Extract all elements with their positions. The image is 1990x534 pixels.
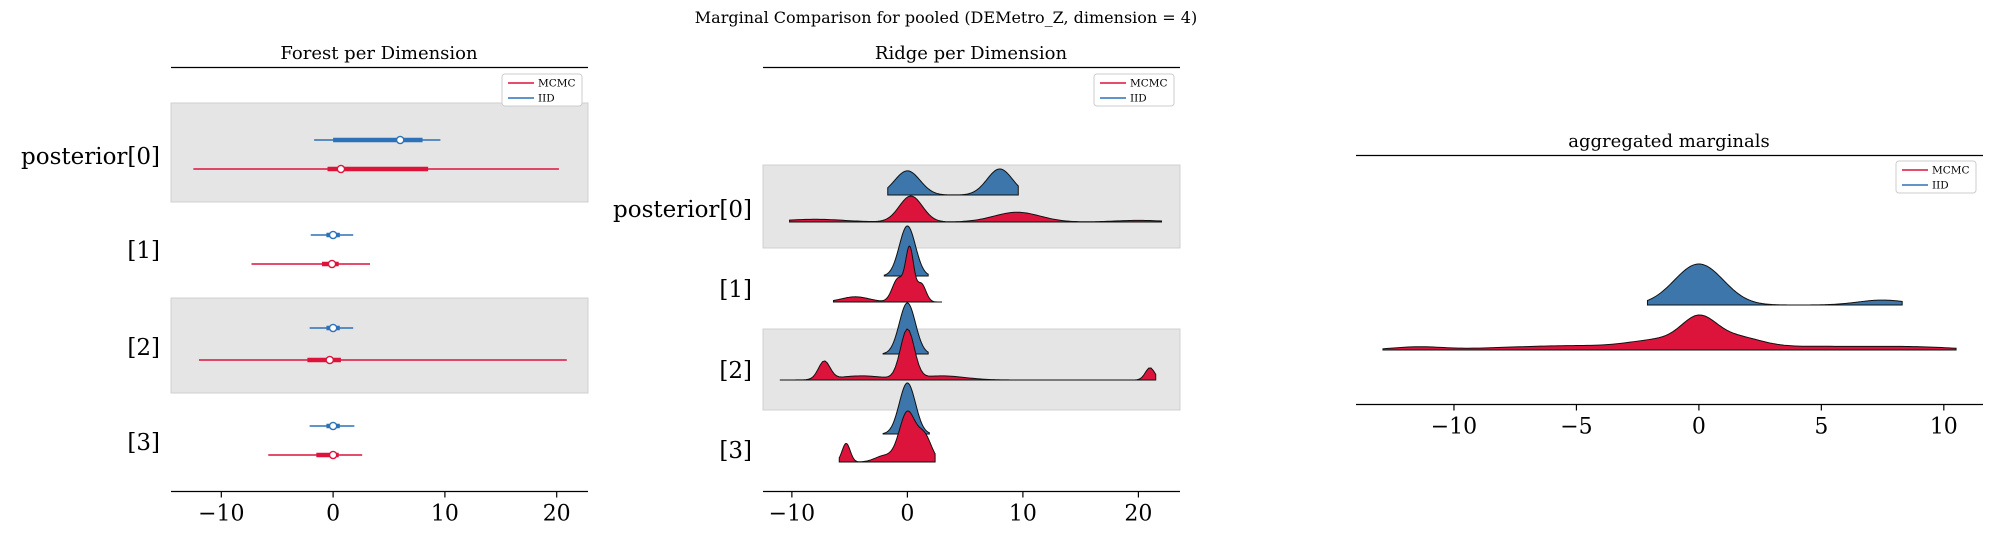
ridge-iid-density xyxy=(883,225,929,277)
forest-median-point xyxy=(325,355,335,365)
ridge-mcmc-density xyxy=(779,328,1157,381)
x-tick-label: −10 xyxy=(769,502,815,527)
aggregated-legend: MCMC IID xyxy=(1895,160,1977,194)
forest-panel: Forest per Dimension −10 0 10 20 posterior[… xyxy=(21,43,589,527)
x-tick-label: 10 xyxy=(1009,502,1037,527)
forest-median-point xyxy=(328,421,338,431)
ridge-iid-density xyxy=(882,302,929,355)
forest-legend: MCMC IID xyxy=(501,73,583,107)
x-tick-label: 20 xyxy=(1124,502,1152,527)
ridge-title: Ridge per Dimension xyxy=(875,43,1068,64)
ridge-iid-density xyxy=(887,168,1019,196)
forest-median-point xyxy=(328,230,338,240)
x-tick-label: −5 xyxy=(1560,415,1592,440)
ridge-band xyxy=(762,328,1181,411)
y-tick-label: [3] xyxy=(127,430,160,456)
x-tick-label: 0 xyxy=(900,502,914,527)
ridge-legend: MCMC IID xyxy=(1093,73,1175,107)
ridge-mcmc-density xyxy=(832,245,943,303)
y-tick-label: posterior[0] xyxy=(613,197,752,223)
forest-median-point xyxy=(328,323,338,333)
x-tick-label: 5 xyxy=(1814,415,1828,440)
ridge-mcmc-density xyxy=(789,195,1163,223)
forest-title: Forest per Dimension xyxy=(280,43,478,64)
x-tick-label: 0 xyxy=(326,502,340,527)
x-tick-label: −10 xyxy=(1431,415,1477,440)
forest-median-point xyxy=(327,259,337,269)
forest-median-point xyxy=(395,135,405,145)
forest-legend-iid-label: IID xyxy=(538,93,555,105)
y-tick-label: [3] xyxy=(719,438,752,464)
ridge-legend-iid-label: IID xyxy=(1130,93,1147,105)
x-tick-label: 10 xyxy=(431,502,459,527)
x-tick-label: −10 xyxy=(198,502,244,527)
ridge-band xyxy=(762,164,1181,249)
aggregated-iid-density xyxy=(1646,263,1903,306)
aggregated-legend-mcmc-label: MCMC xyxy=(1932,165,1970,177)
aggregated-legend-iid-label: IID xyxy=(1932,180,1949,192)
aggregated-mcmc-density xyxy=(1382,314,1957,351)
forest-band xyxy=(170,297,589,394)
forest-median-point xyxy=(336,164,346,174)
y-tick-label: [2] xyxy=(719,358,752,384)
y-tick-label: [1] xyxy=(719,277,752,303)
y-tick-label: posterior[0] xyxy=(21,144,160,170)
ridge-iid-density xyxy=(882,382,930,435)
y-tick-label: [1] xyxy=(127,238,160,264)
figure-suptitle: Marginal Comparison for pooled (DEMetro_… xyxy=(695,8,1197,27)
x-tick-label: 20 xyxy=(543,502,571,527)
y-tick-label: [2] xyxy=(127,335,160,361)
forest-median-point xyxy=(328,450,338,460)
aggregated-panel: aggregated marginals −10 −5 0 5 10 MCMC IID xyxy=(1356,131,1983,440)
x-tick-label: 10 xyxy=(1930,415,1958,440)
ridge-mcmc-density xyxy=(838,410,936,463)
forest-band xyxy=(170,102,589,203)
aggregated-title: aggregated marginals xyxy=(1568,131,1769,152)
ridge-legend-mcmc-label: MCMC xyxy=(1130,78,1168,90)
ridge-panel: Ridge per Dimension −10 0 10 20 posterior[0… xyxy=(613,43,1181,527)
x-tick-label: 0 xyxy=(1692,415,1706,440)
forest-legend-mcmc-label: MCMC xyxy=(538,78,576,90)
